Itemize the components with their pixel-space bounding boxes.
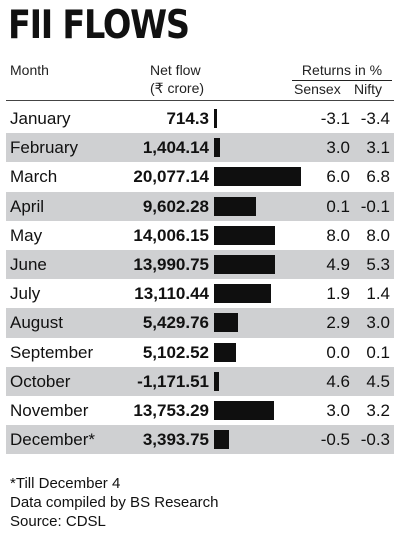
net-flow-value: 20,077.14 [133,167,209,187]
nifty-return: -3.4 [360,109,390,128]
table-row: September 5,102.52 0.0 0.1 [6,338,394,367]
nifty-return: 0.1 [366,342,390,362]
chart-title: FII FLOWS [8,3,190,48]
nifty-return: 3.2 [366,400,390,420]
header-month: Month [10,62,49,78]
sensex-return: 4.6 [326,371,350,391]
footnote-source: Source: CDSL [10,513,106,530]
net-flow-bar [214,109,217,128]
table-row: November 13,753.29 3.0 3.2 [6,396,394,425]
bar-track [214,254,306,274]
net-flow-value: 9,602.28 [142,196,209,216]
nifty-return: 3.1 [366,138,390,158]
bar-track [214,225,306,245]
header-sensex: Sensex [294,81,341,97]
net-flow-value: 1,404.14 [142,138,209,158]
sensex-return: 1.9 [326,284,350,304]
header-net-flow: Net flow [150,62,201,78]
month-label: July [10,284,41,304]
bar-track [214,196,306,216]
bar-track [214,400,306,420]
sensex-return: 3.0 [326,400,350,420]
sensex-return: 2.9 [326,313,350,333]
net-flow-bar [214,313,238,333]
footnote-till: *Till December 4 [10,475,121,492]
sensex-return: -0.5 [320,430,350,450]
net-flow-bar [214,196,256,216]
net-flow-value: 13,990.75 [133,254,209,274]
net-flow-bar [214,371,219,391]
month-label: June [10,254,47,274]
month-label: August [10,313,63,333]
sensex-return: -3.1 [320,109,350,128]
table-row: April 9,602.28 0.1 -0.1 [6,191,394,221]
header-nifty: Nifty [354,81,382,97]
bar-track [214,342,306,362]
month-label: January [10,109,71,128]
table-row: October -1,171.51 4.6 4.5 [6,366,394,396]
net-flow-value: 13,753.29 [133,400,209,420]
bar-track [214,430,306,450]
bar-track [214,284,306,304]
net-flow-value: 14,006.15 [133,225,209,245]
sensex-return: 8.0 [326,225,350,245]
header-returns: Returns in % [292,62,392,81]
data-table: January 714.3 -3.1 -3.4 February 1,404.14 3.0 3… [6,104,394,455]
month-label: October [10,371,71,391]
net-flow-value: 3,393.75 [142,430,209,450]
net-flow-value: 13,110.44 [134,284,209,304]
month-label: February [10,138,79,158]
net-flow-value: -1,171.51 [137,371,209,391]
bar-track [214,313,306,333]
month-label: March [10,167,58,187]
footnote-compiled: Data compiled by BS Research [10,494,219,511]
net-flow-value: 714.3 [166,109,209,128]
table-row: January 714.3 -3.1 -3.4 [6,104,394,133]
month-label: May [10,225,43,245]
sensex-return: 0.0 [326,342,350,362]
net-flow-bar [214,284,271,304]
nifty-return: 4.5 [366,371,390,391]
nifty-return: -0.3 [360,430,390,450]
bar-track [214,371,306,391]
table-row: May 14,006.15 8.0 8.0 [6,221,394,250]
table-row: June 13,990.75 4.9 5.3 [6,249,394,280]
nifty-return: 6.8 [366,167,390,187]
nifty-return: 1.4 [366,284,390,304]
sensex-return: 0.1 [326,196,350,216]
bar-track [214,138,306,158]
month-label: December* [10,430,96,450]
nifty-return: 5.3 [366,254,390,274]
month-label: November [10,400,89,420]
table-row: March 20,077.14 6.0 6.8 [6,162,394,191]
header-net-flow-unit: (₹ crore) [150,80,205,96]
nifty-return: -0.1 [360,196,390,216]
month-label: September [10,342,94,362]
net-flow-bar [214,342,236,362]
month-label: April [10,196,45,216]
sensex-return: 3.0 [326,138,350,158]
net-flow-bar [214,430,229,450]
net-flow-bar [214,225,275,245]
header-divider [6,100,394,101]
table-row: August 5,429.76 2.9 3.0 [6,308,394,338]
table-row: July 13,110.44 1.9 1.4 [6,279,394,308]
sensex-return: 6.0 [326,167,350,187]
net-flow-value: 5,429.76 [142,313,209,333]
bar-track [214,167,306,187]
nifty-return: 3.0 [366,313,390,333]
table-row: February 1,404.14 3.0 3.1 [6,133,394,163]
net-flow-bar [214,138,220,158]
net-flow-bar [214,400,274,420]
sensex-return: 4.9 [326,254,350,274]
net-flow-bar [214,167,301,187]
nifty-return: 8.0 [366,225,390,245]
bar-track [214,109,306,128]
net-flow-bar [214,254,275,274]
net-flow-value: 5,102.52 [142,342,209,362]
table-row: December* 3,393.75 -0.5 -0.3 [6,425,394,455]
